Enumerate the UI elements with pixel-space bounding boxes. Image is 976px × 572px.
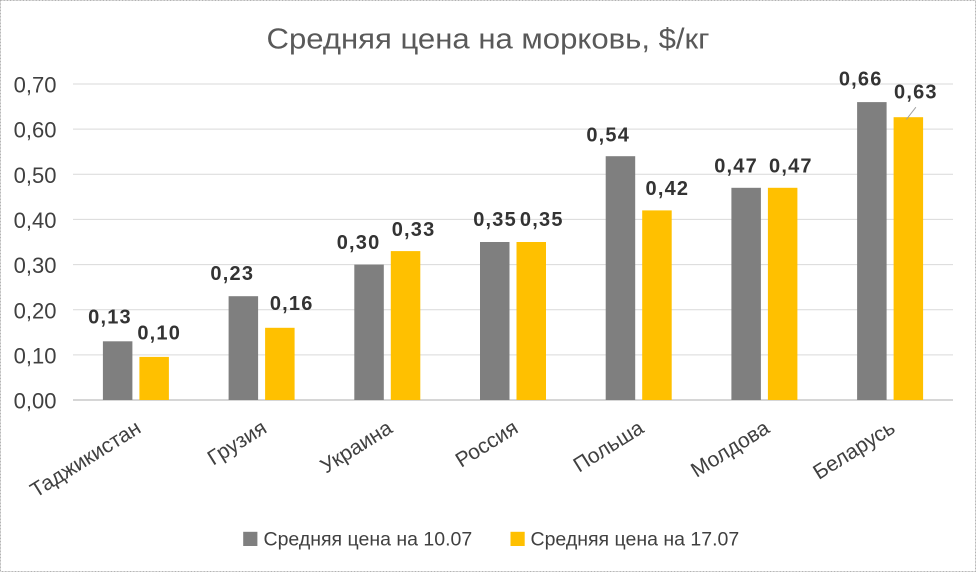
svg-text:Средняя цена на 17.07: Средняя цена на 17.07 bbox=[531, 528, 740, 550]
svg-text:0,16: 0,16 bbox=[270, 293, 314, 315]
svg-text:0,00: 0,00 bbox=[14, 389, 57, 414]
svg-text:0,10: 0,10 bbox=[137, 322, 181, 344]
svg-text:0,66: 0,66 bbox=[839, 69, 883, 91]
svg-text:0,54: 0,54 bbox=[586, 125, 630, 147]
svg-text:0,70: 0,70 bbox=[14, 73, 57, 98]
svg-text:0,42: 0,42 bbox=[646, 178, 690, 200]
svg-text:0,47: 0,47 bbox=[714, 155, 758, 177]
svg-text:0,50: 0,50 bbox=[14, 163, 57, 188]
svg-text:0,13: 0,13 bbox=[88, 307, 132, 329]
svg-text:Средняя цена на морковь, $/кг: Средняя цена на морковь, $/кг bbox=[267, 24, 710, 56]
svg-text:0,63: 0,63 bbox=[894, 81, 938, 103]
svg-text:0,30: 0,30 bbox=[337, 232, 381, 254]
svg-text:0,47: 0,47 bbox=[769, 155, 813, 177]
svg-text:Средняя цена на 10.07: Средняя цена на 10.07 bbox=[264, 528, 473, 550]
svg-text:0,40: 0,40 bbox=[14, 208, 57, 233]
svg-text:0,30: 0,30 bbox=[14, 253, 57, 278]
svg-text:0,10: 0,10 bbox=[14, 344, 57, 369]
svg-text:0,20: 0,20 bbox=[14, 298, 57, 323]
svg-text:0,60: 0,60 bbox=[14, 118, 57, 143]
svg-text:0,35: 0,35 bbox=[473, 209, 517, 231]
svg-text:0,35: 0,35 bbox=[520, 209, 564, 231]
svg-text:0,23: 0,23 bbox=[210, 263, 254, 285]
svg-text:0,33: 0,33 bbox=[392, 219, 436, 241]
